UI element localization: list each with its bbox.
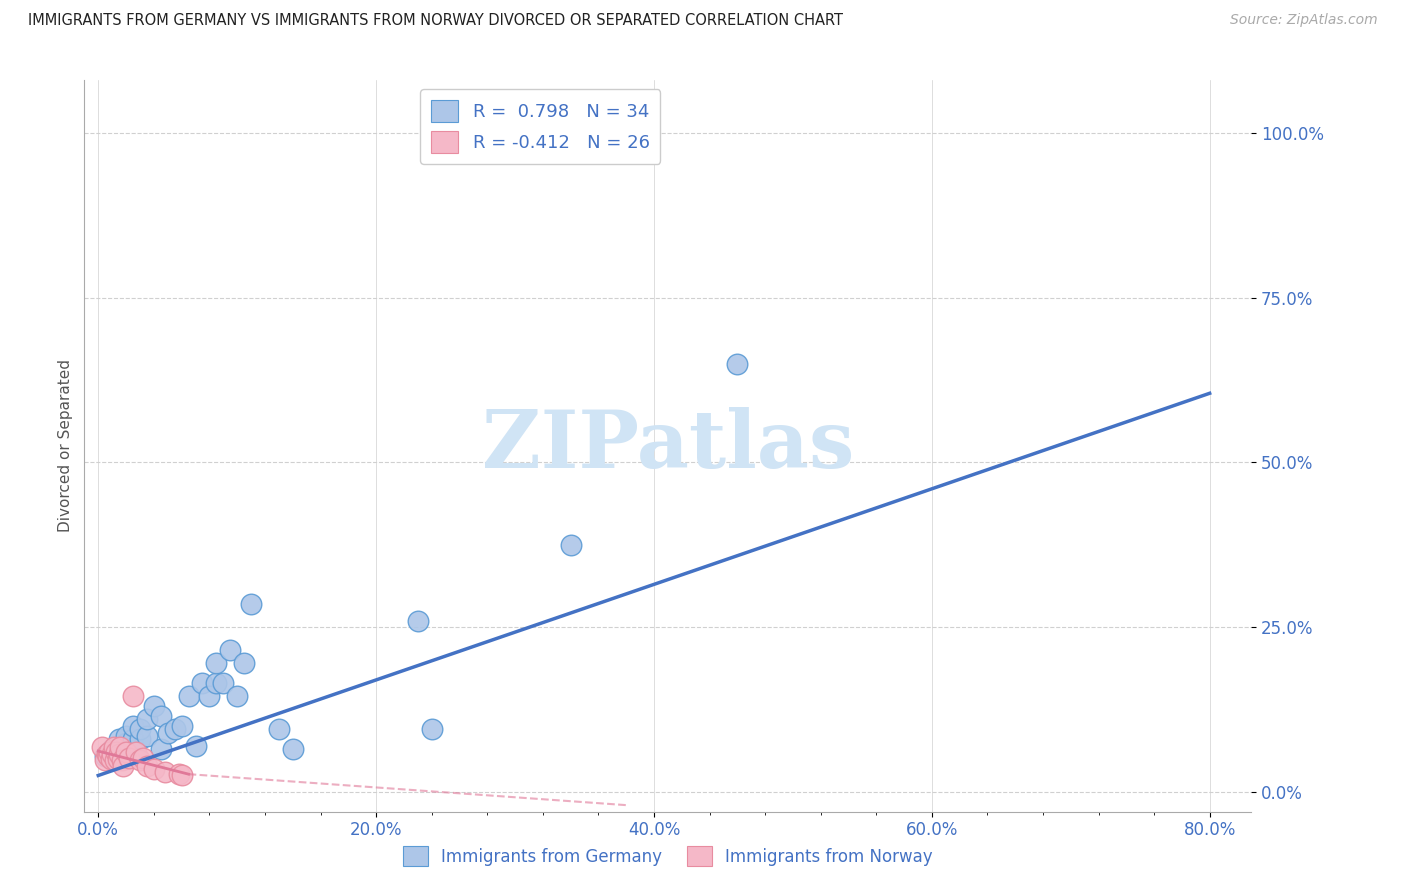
Point bbox=[101, 742, 124, 756]
Point bbox=[104, 753, 127, 767]
Point bbox=[135, 713, 157, 727]
Point bbox=[219, 643, 242, 657]
Point bbox=[142, 762, 165, 776]
Point bbox=[103, 740, 125, 755]
Point bbox=[226, 690, 249, 704]
Point bbox=[560, 538, 582, 552]
Point bbox=[184, 739, 207, 753]
Point bbox=[132, 750, 155, 764]
Point bbox=[107, 752, 129, 766]
Point bbox=[267, 723, 290, 737]
Point bbox=[111, 753, 134, 767]
Text: ZIPatlas: ZIPatlas bbox=[482, 407, 853, 485]
Point bbox=[100, 752, 122, 766]
Point bbox=[191, 676, 214, 690]
Point bbox=[406, 614, 429, 628]
Point bbox=[115, 729, 138, 743]
Legend: Immigrants from Germany, Immigrants from Norway: Immigrants from Germany, Immigrants from… bbox=[396, 839, 939, 873]
Point bbox=[96, 747, 118, 761]
Y-axis label: Divorced or Separated: Divorced or Separated bbox=[58, 359, 73, 533]
Point bbox=[94, 748, 117, 763]
Point bbox=[142, 699, 165, 714]
Point bbox=[125, 746, 148, 760]
Point bbox=[108, 747, 131, 761]
Point bbox=[205, 657, 228, 671]
Point bbox=[205, 676, 228, 690]
Point bbox=[94, 753, 117, 767]
Point bbox=[212, 676, 235, 690]
Point bbox=[97, 748, 120, 763]
Point bbox=[149, 742, 172, 756]
Point bbox=[122, 719, 145, 733]
Point bbox=[156, 725, 179, 739]
Text: Source: ZipAtlas.com: Source: ZipAtlas.com bbox=[1230, 13, 1378, 28]
Point bbox=[108, 732, 131, 747]
Point bbox=[420, 723, 443, 737]
Text: IMMIGRANTS FROM GERMANY VS IMMIGRANTS FROM NORWAY DIVORCED OR SEPARATED CORRELAT: IMMIGRANTS FROM GERMANY VS IMMIGRANTS FR… bbox=[28, 13, 844, 29]
Point bbox=[101, 747, 124, 761]
Point bbox=[129, 732, 152, 747]
Point bbox=[170, 719, 193, 733]
Point bbox=[115, 746, 138, 760]
Point bbox=[122, 732, 145, 747]
Point bbox=[281, 742, 304, 756]
Point bbox=[115, 735, 138, 749]
Point bbox=[135, 758, 157, 772]
Point bbox=[233, 657, 256, 671]
Point bbox=[198, 690, 221, 704]
Point bbox=[118, 750, 141, 764]
Point bbox=[129, 723, 152, 737]
Point bbox=[110, 740, 132, 755]
Point bbox=[135, 729, 157, 743]
Point bbox=[153, 765, 176, 780]
Point bbox=[112, 758, 135, 772]
Point bbox=[122, 690, 145, 704]
Point bbox=[177, 690, 200, 704]
Point bbox=[725, 357, 748, 371]
Point bbox=[91, 740, 114, 755]
Point bbox=[240, 597, 263, 611]
Point bbox=[98, 746, 121, 760]
Point bbox=[149, 709, 172, 723]
Point bbox=[129, 753, 152, 767]
Point bbox=[105, 746, 128, 760]
Point bbox=[167, 766, 190, 780]
Point bbox=[163, 723, 186, 737]
Point bbox=[170, 768, 193, 782]
